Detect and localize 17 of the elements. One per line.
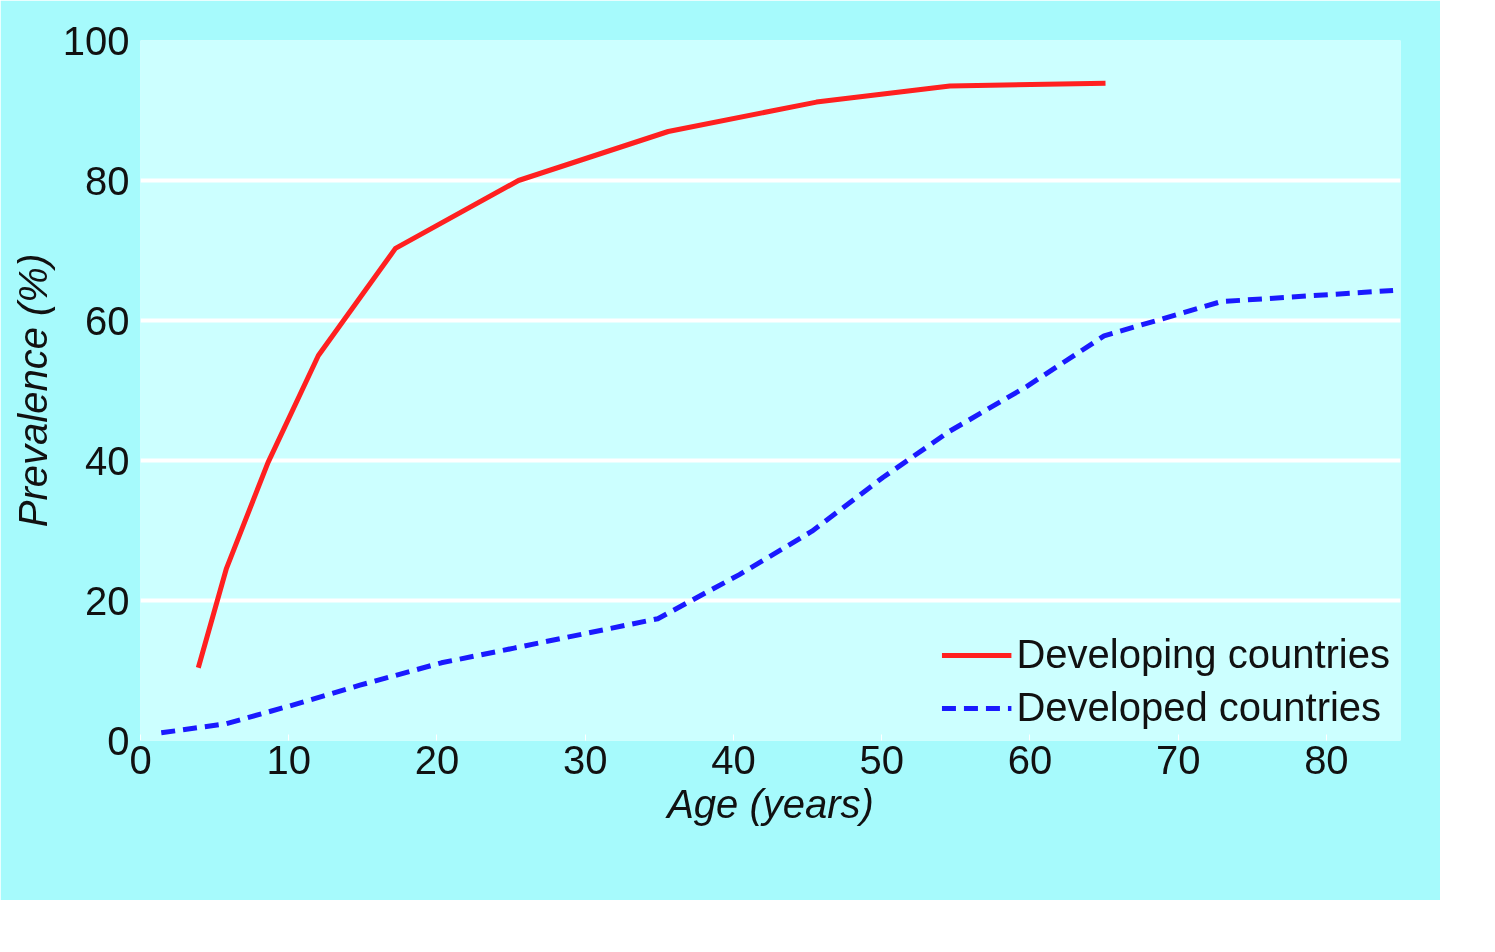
y-tick-label: 80 <box>85 158 130 203</box>
y-axis-title: Prevalence (%) <box>10 253 55 528</box>
y-tick-label: 100 <box>62 18 130 63</box>
x-tick-label: 60 <box>1007 737 1053 782</box>
x-tick-label: 40 <box>711 737 756 782</box>
x-tick-label: 50 <box>859 737 904 782</box>
legend-label: Developing countries <box>1016 632 1390 677</box>
x-tick-label: 70 <box>1155 737 1201 782</box>
y-tick-label: 40 <box>85 438 130 483</box>
x-tick-label: 10 <box>266 737 311 782</box>
x-tick-label: 80 <box>1304 737 1349 782</box>
x-axis-title: Age (years) <box>665 781 874 826</box>
legend-label: Developed countries <box>1016 685 1382 730</box>
y-tick-label: 60 <box>85 298 130 343</box>
x-tick-label: 30 <box>562 737 608 782</box>
y-tick-label: 20 <box>85 578 130 623</box>
x-tick-label: 20 <box>414 737 460 782</box>
